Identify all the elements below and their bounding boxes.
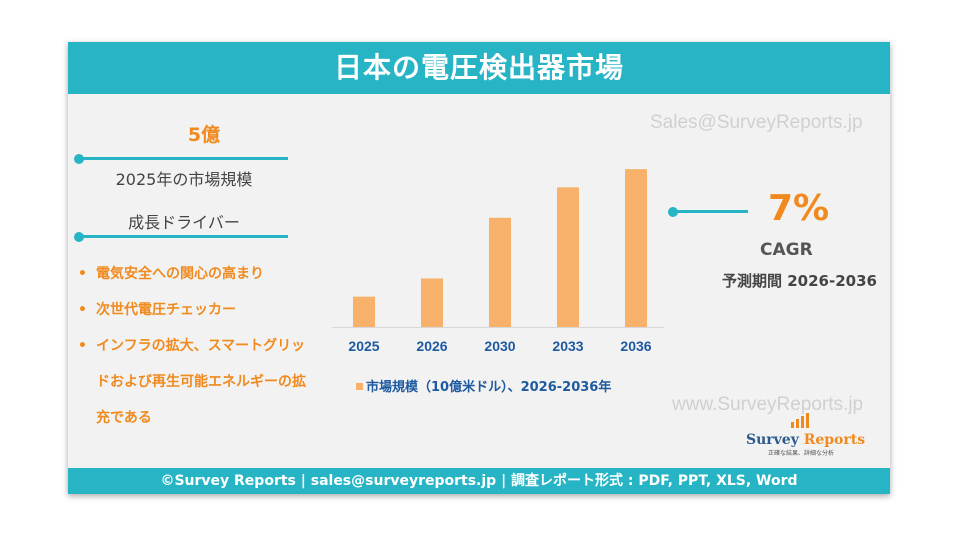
x-tick-label: 2036 bbox=[620, 338, 651, 354]
x-tick-label: 2030 bbox=[484, 338, 515, 354]
driver-text: 電気安全への関心の高まり bbox=[96, 266, 264, 282]
legend-label: 市場規模（10億米ドル）、2026-2036年 bbox=[366, 379, 611, 395]
driver-item: • インフラの拡大、スマートグリッ ドおよび再生可能エネルギーの拡 充である bbox=[74, 328, 344, 436]
legend-swatch bbox=[356, 383, 363, 390]
driver-text: 充である bbox=[96, 410, 152, 426]
bullet-icon: • bbox=[78, 338, 87, 354]
brand-logo: Survey Reports 正確な結果、詳細な分析 bbox=[746, 412, 865, 462]
forecast-period: 予測期間 2026-2036 bbox=[722, 272, 877, 290]
cagr-value: 7% bbox=[768, 188, 830, 229]
drivers-rule bbox=[78, 235, 288, 238]
brand-tagline: 正確な結果、詳細な分析 bbox=[767, 450, 834, 457]
infographic-card: 日本の電圧検出器市場 Sales@SurveyReports.jp www.Su… bbox=[68, 42, 890, 494]
bar-2026 bbox=[421, 278, 443, 327]
footer: ©Survey Reports | sales@surveyreports.jp… bbox=[68, 468, 890, 494]
drivers-heading: 成長ドライバー bbox=[128, 213, 240, 232]
driver-text: 次世代電圧チェッカー bbox=[96, 302, 236, 318]
cagr-label: CAGR bbox=[760, 240, 813, 260]
watermark-url: www.SurveyReports.jp bbox=[672, 394, 864, 415]
brand-name-part2: Reports bbox=[798, 432, 866, 448]
bullet-icon: • bbox=[78, 302, 87, 318]
bar-chart-logo-icon bbox=[791, 413, 809, 428]
x-tick-label: 2033 bbox=[552, 338, 583, 354]
driver-text: ドおよび再生可能エネルギーの拡 bbox=[96, 374, 306, 390]
page-title: 日本の電圧検出器市場 bbox=[68, 42, 890, 94]
bar-2025 bbox=[353, 296, 375, 327]
market-size-bar-chart: 2025 2026 2030 2033 2036 市場規模（10億米ドル）、2026-20… bbox=[332, 169, 664, 395]
bullet-icon: • bbox=[78, 266, 87, 282]
x-tick-label: 2026 bbox=[416, 338, 447, 354]
market-size-label: 2025年の市場規模 bbox=[115, 170, 253, 189]
driver-text: インフラの拡大、スマートグリッ bbox=[96, 338, 306, 354]
cagr-rule bbox=[672, 210, 748, 213]
bar-2036 bbox=[625, 169, 647, 327]
watermark-email: Sales@SurveyReports.jp bbox=[650, 112, 863, 133]
driver-item: • 電気安全への関心の高まり bbox=[74, 256, 344, 292]
driver-list: • 電気安全への関心の高まり • 次世代電圧チェッカー • インフラの拡大、スマ… bbox=[74, 256, 344, 436]
market-size-rule bbox=[78, 157, 288, 160]
brand-name: Survey Reports bbox=[746, 432, 865, 448]
brand-name-part1: Survey bbox=[746, 432, 799, 448]
bar-2033 bbox=[557, 187, 579, 327]
x-tick-label: 2025 bbox=[348, 338, 379, 354]
driver-item: • 次世代電圧チェッカー bbox=[74, 292, 344, 328]
market-size-value: 5億 bbox=[187, 124, 221, 146]
bar-2030 bbox=[489, 217, 511, 327]
